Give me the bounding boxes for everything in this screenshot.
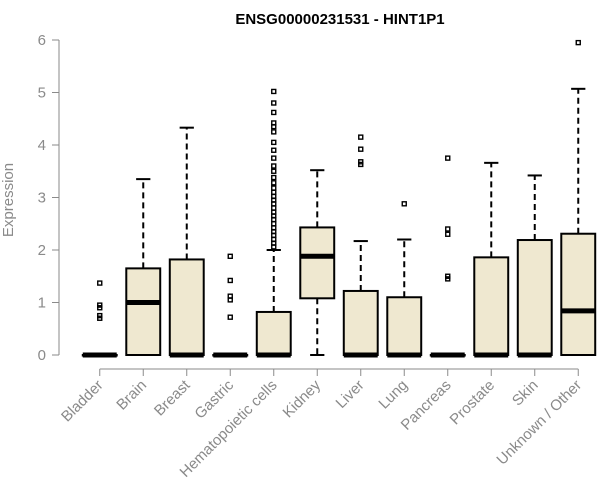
outlier-4-10 bbox=[271, 168, 277, 174]
box-body-7 bbox=[386, 296, 423, 356]
y-tick-label-4: 4 bbox=[38, 137, 46, 154]
outlier-4-6 bbox=[271, 139, 277, 146]
outlier-4-9 bbox=[271, 163, 277, 169]
box-body-6 bbox=[342, 289, 379, 357]
box-10 bbox=[516, 174, 553, 358]
outlier-4-2 bbox=[271, 109, 277, 116]
outlier-8-1 bbox=[445, 226, 451, 232]
box-1 bbox=[125, 178, 162, 356]
outlier-8-0 bbox=[445, 155, 451, 161]
y-tick-label-5: 5 bbox=[38, 85, 46, 102]
chart-title: ENSG00000231531 - HINT1P1 bbox=[235, 11, 444, 28]
y-tick-label-1: 1 bbox=[38, 295, 46, 312]
outlier-4-21 bbox=[271, 216, 277, 223]
outlier-3-3 bbox=[227, 297, 233, 303]
box-body-2 bbox=[168, 258, 205, 357]
outlier-4-7 bbox=[271, 147, 277, 153]
box-9 bbox=[473, 161, 510, 358]
outlier-4-1 bbox=[271, 100, 277, 106]
outlier-4-13 bbox=[271, 185, 277, 191]
outlier-3-4 bbox=[227, 314, 233, 320]
outlier-4-8 bbox=[271, 155, 277, 161]
x-tick-label-1: Brain bbox=[113, 377, 150, 414]
box-3 bbox=[212, 253, 249, 358]
x-tick-label-0: Bladder bbox=[58, 377, 107, 426]
outlier-4-11 bbox=[271, 174, 277, 181]
outlier-4-18 bbox=[271, 205, 277, 211]
box-0 bbox=[81, 280, 118, 358]
outlier-4-4 bbox=[271, 123, 277, 130]
x-tick-label-10: Skin bbox=[509, 377, 542, 410]
outlier-6-3 bbox=[358, 161, 364, 168]
x-tick-label-6: Liver bbox=[333, 377, 368, 412]
boxes-group bbox=[81, 39, 597, 358]
outlier-4-0 bbox=[271, 88, 277, 95]
box-11 bbox=[560, 39, 597, 357]
box-2 bbox=[168, 126, 205, 358]
box-7 bbox=[386, 201, 423, 358]
y-tick-label-6: 6 bbox=[38, 32, 46, 49]
y-axis-label: Expression bbox=[0, 163, 17, 237]
box-8 bbox=[429, 155, 466, 358]
x-tick-label-5: Kidney bbox=[280, 376, 325, 421]
outlier-11-0 bbox=[575, 39, 581, 46]
y-tick-label-2: 2 bbox=[38, 242, 46, 259]
outlier-3-0 bbox=[227, 253, 233, 260]
outlier-4-5 bbox=[271, 129, 277, 135]
outlier-3-1 bbox=[227, 277, 233, 284]
box-6 bbox=[342, 134, 379, 358]
outlier-4-25 bbox=[271, 232, 277, 239]
outlier-8-4 bbox=[445, 276, 451, 282]
x-tick-label-7: Lung bbox=[375, 377, 411, 413]
outlier-4-12 bbox=[271, 180, 277, 186]
box-body-4 bbox=[255, 310, 292, 357]
outlier-4-28 bbox=[271, 244, 277, 250]
outlier-7-0 bbox=[401, 201, 407, 207]
box-body-1 bbox=[125, 267, 162, 356]
outlier-6-1 bbox=[358, 146, 364, 152]
outlier-4-17 bbox=[271, 201, 277, 207]
box-4 bbox=[255, 88, 292, 358]
outlier-4-14 bbox=[271, 189, 277, 195]
x-tick-label-9: Prostate bbox=[447, 377, 499, 429]
y-axis: 0 1 2 3 4 5 6 bbox=[38, 32, 60, 364]
box-body-10 bbox=[516, 239, 553, 356]
box-body-9 bbox=[473, 256, 510, 357]
y-tick-label-0: 0 bbox=[38, 347, 46, 364]
outlier-4-22 bbox=[271, 221, 277, 227]
box-body-11 bbox=[560, 232, 597, 357]
y-tick-label-3: 3 bbox=[38, 190, 46, 207]
x-tick-label-2: Breast bbox=[151, 376, 194, 419]
outlier-6-0 bbox=[358, 134, 364, 140]
outlier-8-2 bbox=[445, 231, 451, 237]
box-5 bbox=[299, 169, 336, 356]
outlier-0-2 bbox=[97, 305, 103, 311]
outlier-0-4 bbox=[97, 315, 103, 321]
box-body-5 bbox=[299, 226, 336, 300]
outlier-0-0 bbox=[97, 280, 103, 286]
